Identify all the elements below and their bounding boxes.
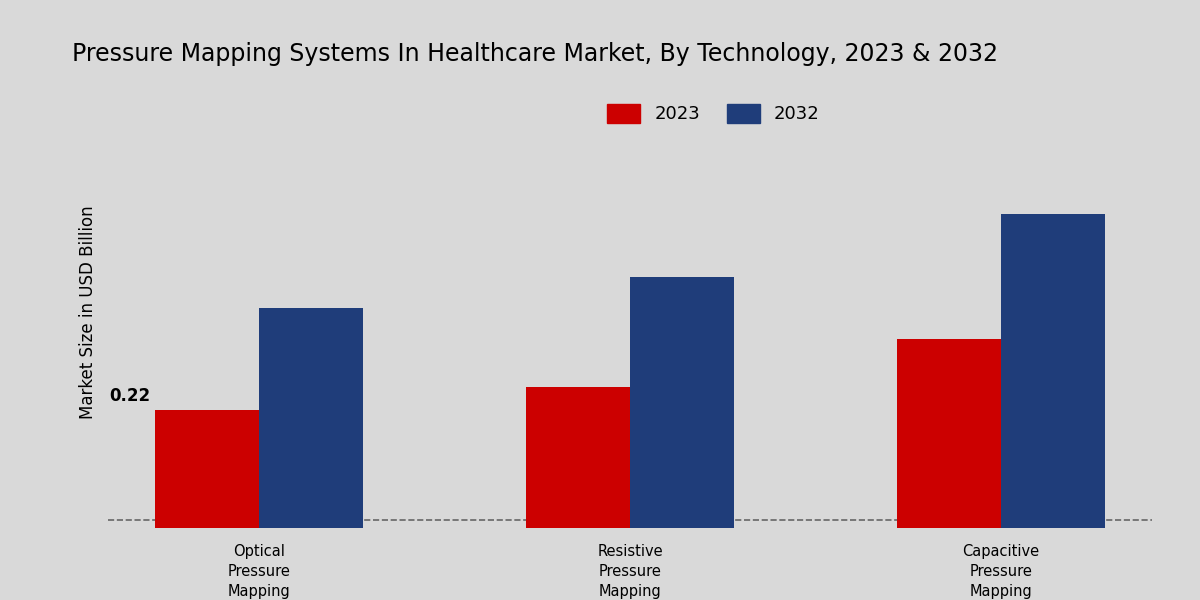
Bar [630,277,734,600]
Text: 0.22: 0.22 [109,388,150,406]
Bar [1001,214,1104,600]
Text: Pressure Mapping Systems In Healthcare Market, By Technology, 2023 & 2032: Pressure Mapping Systems In Healthcare M… [72,42,998,66]
Bar [156,410,259,600]
Y-axis label: Market Size in USD Billion: Market Size in USD Billion [79,205,97,419]
Legend: 2023, 2032: 2023, 2032 [600,97,827,131]
Bar [896,340,1001,600]
Bar [526,386,630,600]
Bar [259,308,364,600]
